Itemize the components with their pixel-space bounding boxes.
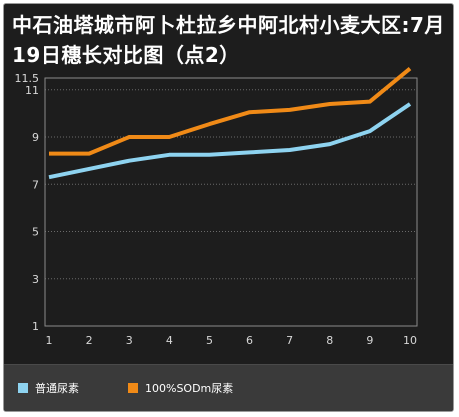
series-lines <box>48 67 412 180</box>
legend-item-series-2[interactable]: 100%SODm尿素 <box>128 381 233 395</box>
y-tick-label: 5 <box>32 226 39 239</box>
x-tick-label: 5 <box>206 334 213 347</box>
series-line-2[interactable] <box>49 67 412 156</box>
chart-title: 中石油塔城市阿卜杜拉乡中阿北村小麦大区:7月19日穗长对比图（点2） <box>12 13 445 67</box>
chart-panel: 中石油塔城市阿卜杜拉乡中阿北村小麦大区:7月19日穗长对比图（点2） 1 3 5 7 9… <box>3 3 454 412</box>
legend: 普通尿素 100%SODm尿素 <box>4 364 453 411</box>
y-tick-label: 3 <box>32 273 39 286</box>
x-tick-label: 7 <box>286 334 293 347</box>
y-tick-label: 7 <box>32 178 39 191</box>
x-tick-label: 3 <box>126 334 133 347</box>
legend-label-series-2: 100%SODm尿素 <box>145 382 234 395</box>
series-line-1[interactable] <box>48 102 412 180</box>
x-tick-label: 2 <box>86 334 93 347</box>
legend-swatch-series-2 <box>128 383 138 393</box>
legend-label-series-1: 普通尿素 <box>35 382 79 395</box>
x-tick-label: 1 <box>46 334 53 347</box>
y-tick-label: 1 <box>32 320 39 333</box>
x-tick-labels: 1 2 3 4 5 6 7 8 9 10 <box>46 334 418 347</box>
y-tick-label: 11.5 <box>15 72 40 85</box>
y-tick-label: 9 <box>32 131 39 144</box>
x-tick-label: 9 <box>366 334 373 347</box>
x-tick-label: 8 <box>326 334 333 347</box>
x-tick-label: 6 <box>246 334 253 347</box>
x-tick-label: 4 <box>166 334 173 347</box>
x-tick-label: 10 <box>403 334 417 347</box>
legend-swatch-series-1 <box>18 383 28 393</box>
legend-item-series-1[interactable]: 普通尿素 <box>18 381 79 395</box>
plot-frame <box>44 77 418 327</box>
y-tick-label: 11 <box>25 84 39 97</box>
axes <box>44 77 418 327</box>
